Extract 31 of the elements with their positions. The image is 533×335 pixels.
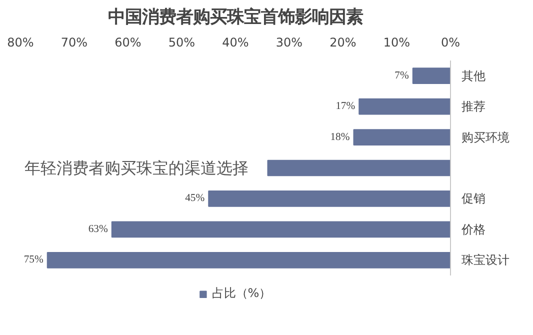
annotation: 年轻消费者购买珠宝的渠道选择	[24, 158, 248, 178]
x-tick-label: 0%	[440, 36, 460, 50]
bar	[267, 160, 450, 176]
x-tick-label: 60%	[114, 36, 142, 50]
legend-label: 占比（%）	[212, 285, 272, 302]
bar	[46, 252, 450, 268]
x-tick-label: 50%	[168, 36, 196, 50]
data-label: 75%	[24, 254, 44, 266]
data-label: 45%	[185, 193, 205, 204]
data-label: 18%	[330, 132, 350, 143]
x-tick-label: 80%	[7, 36, 34, 50]
data-label: 7%	[394, 70, 409, 82]
x-tick-label: 20%	[330, 36, 356, 50]
x-tick-label: 10%	[383, 36, 410, 50]
y-tick-label: 价格	[460, 222, 486, 236]
bar	[111, 221, 450, 238]
y-tick-label: 珠宝设计	[462, 253, 510, 268]
chart-title: 中国消费者购买珠宝首饰影响因素	[108, 8, 363, 28]
bar	[412, 68, 450, 84]
x-tick-label: 30%	[276, 36, 303, 50]
y-tick-label: 购买环境	[462, 130, 510, 144]
data-label: 63%	[88, 224, 108, 235]
data-label: 17%	[336, 101, 356, 112]
y-tick-label: 促销	[462, 192, 486, 206]
bar	[208, 190, 450, 207]
y-tick-label: 其他	[462, 68, 486, 83]
bar	[353, 129, 450, 146]
y-tick-label: 推荐	[462, 100, 486, 114]
bar	[358, 98, 450, 115]
x-tick-label: 70%	[60, 36, 88, 50]
x-tick-label: 40%	[222, 36, 249, 50]
